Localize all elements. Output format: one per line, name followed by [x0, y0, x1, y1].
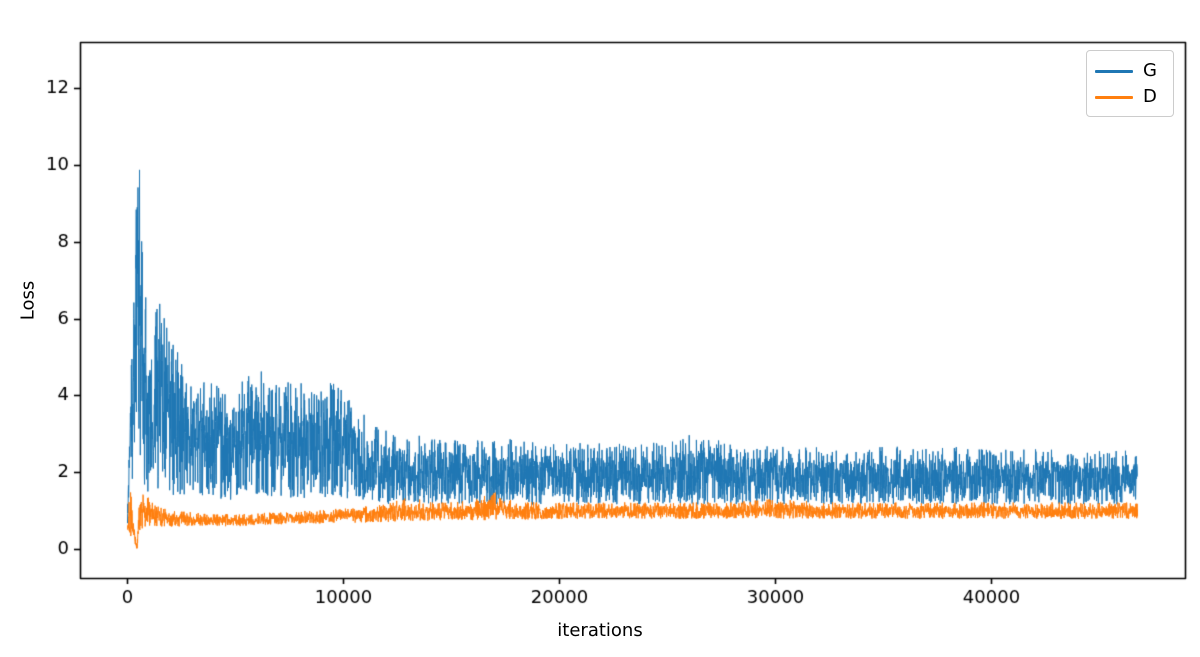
legend-label-g: G	[1143, 60, 1157, 81]
legend-swatch-g	[1095, 69, 1133, 73]
y-axis-label: Loss	[17, 280, 39, 321]
legend-label-d: D	[1143, 86, 1157, 107]
legend: G D	[1086, 50, 1174, 117]
x-axis-label: iterations	[557, 620, 643, 641]
legend-entry-d: D	[1095, 84, 1165, 110]
legend-entry-g: G	[1095, 58, 1165, 84]
legend-swatch-d	[1095, 95, 1133, 99]
